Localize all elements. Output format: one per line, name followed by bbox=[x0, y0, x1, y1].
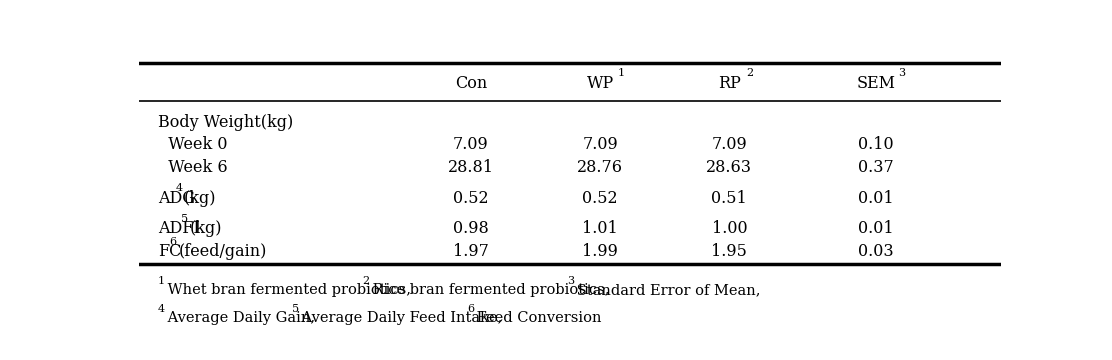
Text: 0.52: 0.52 bbox=[583, 190, 618, 207]
Text: 6: 6 bbox=[170, 237, 177, 247]
Text: 28.76: 28.76 bbox=[577, 159, 623, 176]
Text: 4: 4 bbox=[176, 184, 182, 193]
Text: 1: 1 bbox=[158, 276, 165, 286]
Text: RP: RP bbox=[718, 75, 741, 92]
Text: 1.00: 1.00 bbox=[712, 220, 747, 237]
Text: 2: 2 bbox=[363, 276, 369, 286]
Text: (feed/gain): (feed/gain) bbox=[178, 243, 267, 260]
Text: 7.09: 7.09 bbox=[712, 136, 747, 153]
Text: 1: 1 bbox=[617, 68, 624, 78]
Text: 1.99: 1.99 bbox=[582, 243, 618, 260]
Text: Rice bran fermented probiotics,: Rice bran fermented probiotics, bbox=[368, 283, 618, 297]
Text: Con: Con bbox=[455, 75, 487, 92]
Text: 5: 5 bbox=[181, 214, 189, 224]
Text: ADFI: ADFI bbox=[158, 220, 200, 237]
Text: 0.51: 0.51 bbox=[712, 190, 747, 207]
Text: 6: 6 bbox=[467, 304, 475, 314]
Text: 3: 3 bbox=[567, 276, 574, 286]
Text: 1.01: 1.01 bbox=[583, 220, 618, 237]
Text: Average Daily Feed Intake,: Average Daily Feed Intake, bbox=[297, 311, 512, 325]
Text: Whet bran fermented probiotics,: Whet bran fermented probiotics, bbox=[163, 283, 420, 297]
Text: 28.63: 28.63 bbox=[706, 159, 753, 176]
Text: 4: 4 bbox=[158, 304, 165, 314]
Text: 0.10: 0.10 bbox=[858, 136, 894, 153]
Text: Average Daily Gain,: Average Daily Gain, bbox=[163, 311, 325, 325]
Text: ADG: ADG bbox=[158, 190, 195, 207]
Text: WP: WP bbox=[586, 75, 614, 92]
Text: (kg): (kg) bbox=[185, 190, 217, 207]
Text: 28.81: 28.81 bbox=[448, 159, 494, 176]
Text: 0.37: 0.37 bbox=[858, 159, 894, 176]
Text: Body Weight(kg): Body Weight(kg) bbox=[158, 114, 294, 131]
Text: 0.01: 0.01 bbox=[858, 190, 894, 207]
Text: FC: FC bbox=[158, 243, 181, 260]
Text: 1.95: 1.95 bbox=[712, 243, 747, 260]
Text: 1.97: 1.97 bbox=[453, 243, 489, 260]
Text: 7.09: 7.09 bbox=[453, 136, 488, 153]
Text: (kg): (kg) bbox=[190, 220, 222, 237]
Text: 0.52: 0.52 bbox=[453, 190, 488, 207]
Text: Week 6: Week 6 bbox=[158, 159, 228, 176]
Text: 0.03: 0.03 bbox=[858, 243, 894, 260]
Text: 7.09: 7.09 bbox=[583, 136, 618, 153]
Text: 2: 2 bbox=[746, 68, 754, 78]
Text: Standard Error of Mean,: Standard Error of Mean, bbox=[572, 283, 761, 297]
Text: Feed Conversion: Feed Conversion bbox=[473, 311, 602, 325]
Text: 0.98: 0.98 bbox=[453, 220, 488, 237]
Text: Week 0: Week 0 bbox=[158, 136, 228, 153]
Text: 0.01: 0.01 bbox=[858, 220, 894, 237]
Text: 3: 3 bbox=[898, 68, 905, 78]
Text: SEM: SEM bbox=[856, 75, 895, 92]
Text: 5: 5 bbox=[292, 304, 299, 314]
